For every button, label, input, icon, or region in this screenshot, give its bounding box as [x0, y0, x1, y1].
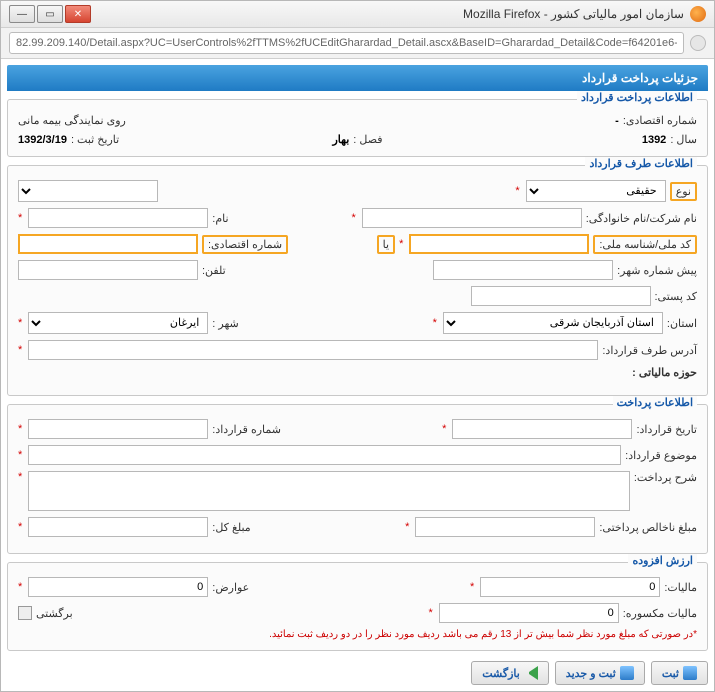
panel-party-info: اطلاعات طرف قرارداد نوع حقیقی * نام شرکت… — [7, 165, 708, 396]
deduct-label: مالیات مکسوره: — [623, 607, 697, 620]
type-label: نوع — [670, 182, 697, 201]
tax-zone-label: حوزه مالیاتی : — [632, 366, 697, 379]
back-button[interactable]: بازگشت — [471, 661, 549, 685]
panel-payment: اطلاعات پرداخت تاریخ قرارداد: * شماره قر… — [7, 404, 708, 554]
contract-date-input[interactable] — [452, 419, 632, 439]
reg-date-label: تاریخ ثبت : — [71, 133, 119, 146]
panel-title: ارزش افزوده — [628, 554, 697, 567]
duties-input[interactable] — [28, 577, 208, 597]
tax-input[interactable] — [480, 577, 660, 597]
secondary-select[interactable] — [18, 180, 158, 202]
national-id-label: کد ملی/شناسه ملی: — [593, 235, 697, 254]
city-label: شهر : — [212, 317, 238, 330]
window-title: سازمان امور مالیاتی کشور - Mozilla Firef… — [91, 7, 684, 21]
economic-num-label: شماره اقتصادی: — [202, 235, 288, 254]
desc-textarea[interactable] — [28, 471, 630, 511]
panel-vat: ارزش افزوده مالیات: * عوارض: * مالیات مک… — [7, 562, 708, 651]
address-input[interactable] — [28, 340, 598, 360]
url-bar-row — [1, 28, 714, 59]
save-icon — [620, 666, 634, 680]
contract-num-input[interactable] — [28, 419, 208, 439]
gross-input[interactable] — [415, 517, 595, 537]
total-label: مبلغ کل: — [212, 521, 250, 534]
maximize-button[interactable]: ▭ — [37, 5, 63, 23]
phone-input[interactable] — [18, 260, 198, 280]
panel-title: اطلاعات پرداخت — [613, 396, 697, 409]
panel-contract-pay-info: اطلاعات پرداخت قرارداد شماره اقتصادی: - … — [7, 99, 708, 157]
deduct-input[interactable] — [439, 603, 619, 623]
city-prefix-input[interactable] — [433, 260, 613, 280]
button-row: ثبت ثبت و جدید بازگشت — [7, 661, 708, 685]
type-select[interactable]: حقیقی — [526, 180, 666, 202]
postal-label: کد پستی: — [655, 290, 698, 303]
firefox-icon — [690, 6, 706, 22]
city-prefix-label: پیش شماره شهر: — [617, 264, 697, 277]
url-input[interactable] — [9, 32, 684, 54]
page-content: جزئیات پرداخت قرارداد اطلاعات پرداخت قرا… — [1, 59, 714, 691]
gross-label: مبلغ ناخالص پرداختی: — [599, 521, 697, 534]
eco-num-value: - — [615, 115, 619, 127]
reg-date-value: 1392/3/19 — [18, 134, 67, 146]
duties-label: عوارض: — [212, 581, 249, 594]
minimize-button[interactable]: — — [9, 5, 35, 23]
globe-icon — [690, 35, 706, 51]
name-label: نام: — [212, 212, 228, 225]
city-select[interactable]: ایرغان — [28, 312, 208, 334]
title-bar: سازمان امور مالیاتی کشور - Mozilla Firef… — [1, 1, 714, 28]
subject-input[interactable] — [28, 445, 621, 465]
season-value: بهار — [332, 133, 349, 146]
agency-label: روی نمایندگی بیمه مانی — [18, 114, 126, 127]
or-label: یا — [377, 235, 395, 254]
return-label: برگشتی — [36, 607, 73, 620]
save-button[interactable]: ثبت — [651, 661, 708, 685]
required-star: * — [515, 185, 519, 197]
desc-label: شرح پرداخت: — [634, 471, 697, 484]
address-label: آدرس طرف قرارداد: — [602, 344, 697, 357]
province-label: استان: — [667, 317, 697, 330]
panel-title: اطلاعات پرداخت قرارداد — [577, 91, 697, 104]
browser-window: سازمان امور مالیاتی کشور - Mozilla Firef… — [0, 0, 715, 692]
contract-num-label: شماره قرارداد: — [212, 423, 281, 436]
company-name-label: نام شرکت/نام خانوادگی: — [586, 212, 697, 225]
return-checkbox[interactable] — [18, 606, 32, 620]
back-icon — [524, 666, 538, 680]
subject-label: موضوع قرارداد: — [625, 449, 697, 462]
total-input[interactable] — [28, 517, 208, 537]
season-label: فصل : — [353, 133, 382, 146]
national-id-input[interactable] — [409, 234, 589, 254]
tax-label: مالیات: — [664, 581, 697, 594]
year-value: 1392 — [642, 134, 666, 146]
close-button[interactable]: ✕ — [65, 5, 91, 23]
panel-title: اطلاعات طرف قرارداد — [585, 157, 697, 170]
economic-num-input[interactable] — [18, 234, 198, 254]
contract-date-label: تاریخ قرارداد: — [636, 423, 697, 436]
postal-input[interactable] — [471, 286, 651, 306]
company-name-input[interactable] — [362, 208, 582, 228]
vat-note: *در صورتی که مبلغ مورد نظر شما بیش تر از… — [18, 629, 697, 640]
year-label: سال : — [670, 133, 697, 146]
eco-num-label: شماره اقتصادی: — [623, 114, 697, 127]
name-input[interactable] — [28, 208, 208, 228]
save-icon — [683, 666, 697, 680]
save-new-button[interactable]: ثبت و جدید — [555, 661, 645, 685]
province-select[interactable]: استان آذربایجان شرقی — [443, 312, 663, 334]
phone-label: تلفن: — [202, 264, 226, 277]
page-title: جزئیات پرداخت قرارداد — [7, 65, 708, 91]
